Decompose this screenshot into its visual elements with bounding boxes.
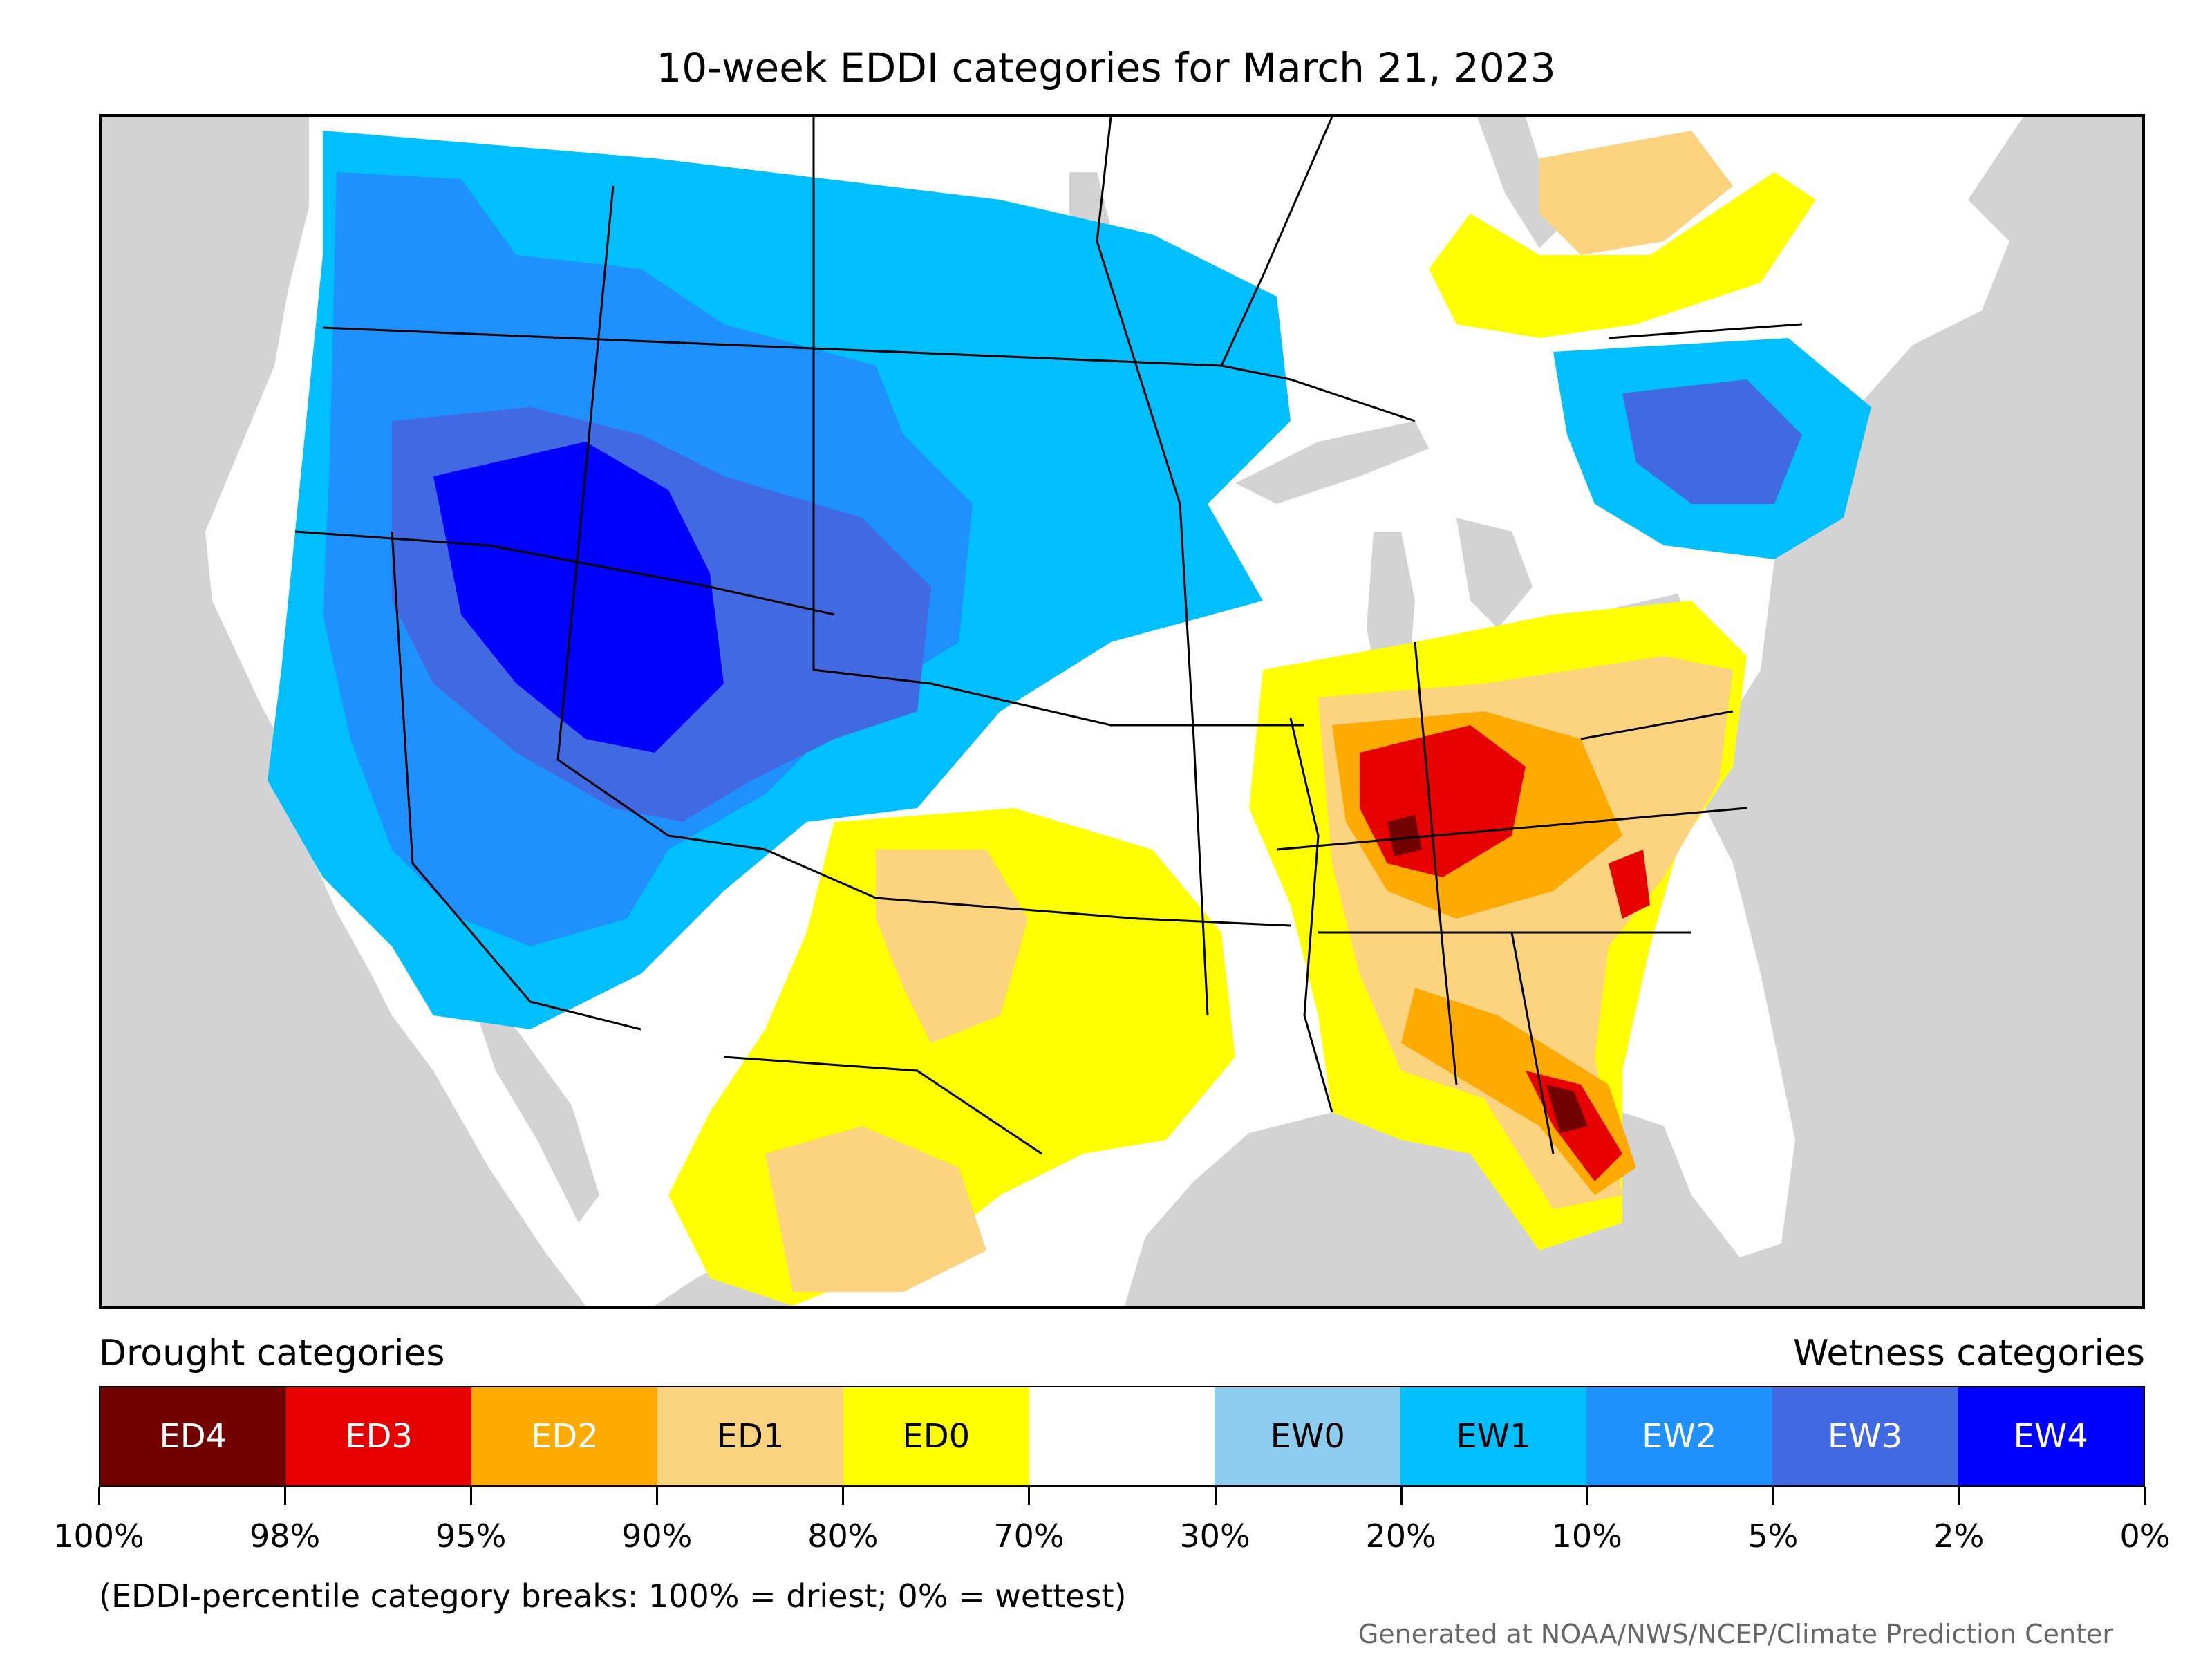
map-title: 10-week EDDI categories for March 21, 20… [656, 44, 1556, 91]
drought-region-florida-ed4 [1546, 1085, 1588, 1133]
colorbar-tick [1214, 1487, 1217, 1505]
colorbar-tick-label: 98% [249, 1517, 321, 1555]
colorbar-tick-label: 0% [2119, 1517, 2171, 1555]
gulf-of-california [468, 988, 599, 1223]
legend-swatch-ew3: EW3 [1772, 1387, 1958, 1485]
legend-swatch-neutral [1029, 1387, 1215, 1485]
colorbar-tick-label: 2% [1933, 1517, 1985, 1555]
credit-line: Generated at NOAA/NWS/NCEP/Climate Predi… [1358, 1619, 2113, 1649]
legend-swatch-ed0: ED0 [843, 1387, 1029, 1485]
legend-swatch-ew2: EW2 [1586, 1387, 1772, 1485]
lake-superior [1235, 421, 1429, 504]
legend-swatch-ew0: EW0 [1215, 1387, 1401, 1485]
colorbar-tick [2144, 1487, 2146, 1505]
drought-region-south-tx-ed1 [765, 1126, 986, 1292]
colorbar-tick [656, 1487, 659, 1505]
legend-swatch-ew1: EW1 [1400, 1387, 1586, 1485]
hudson-bay-inlet [1477, 117, 1560, 248]
legend-swatch-ed2: ED2 [471, 1387, 658, 1485]
colorbar-tick-label: 90% [621, 1517, 693, 1555]
drought-region-south-plains-ed1 [876, 850, 1028, 1043]
legend-swatch-ed1: ED1 [657, 1387, 843, 1485]
colorbar-tick [1400, 1487, 1403, 1505]
colorbar-tick [842, 1487, 845, 1505]
wetness-region-northeast-core [1622, 379, 1802, 504]
colorbar-tick-label: 20% [1365, 1517, 1436, 1555]
colorbar-tick [1028, 1487, 1031, 1505]
drought-categories-heading: Drought categories [99, 1333, 445, 1374]
wetness-region-west-ew4 [433, 442, 724, 753]
colorbar-tick-label: 95% [435, 1517, 507, 1555]
legend-swatch-ed4: ED4 [100, 1387, 286, 1485]
drought-region-carolina-ed3 [1609, 850, 1650, 919]
legend-swatch-ed3: ED3 [285, 1387, 472, 1485]
drought-region-quebec-ed0 [1429, 172, 1816, 338]
drought-region-quebec-ed1 [1539, 131, 1733, 255]
wetness-categories-heading: Wetness categories [1793, 1333, 2145, 1374]
colorbar-tick [1772, 1487, 1774, 1505]
colorbar-tick [284, 1487, 287, 1505]
colorbar-tick-label: 70% [993, 1517, 1065, 1555]
colorbar-tick [1958, 1487, 1960, 1505]
legend-swatch-ew4: EW4 [1958, 1387, 2144, 1485]
colorbar-tick-label: 5% [1747, 1517, 1799, 1555]
category-breaks-note: (EDDI-percentile category breaks: 100% =… [99, 1577, 1127, 1615]
colorbar-tick-label: 100% [53, 1517, 144, 1555]
eddi-map [99, 114, 2145, 1309]
category-colorbar: ED4 ED3 ED2 ED1 ED0 EW0 EW1 EW2 EW3 EW4 [99, 1386, 2145, 1487]
colorbar-tick [470, 1487, 473, 1505]
colorbar-ticks [98, 1487, 2146, 1508]
colorbar-tick [98, 1487, 100, 1505]
map-canvas [102, 117, 2142, 1306]
political-boundaries [294, 117, 1803, 1155]
colorbar-tick [1586, 1487, 1588, 1505]
colorbar-tick-label: 10% [1551, 1517, 1622, 1555]
colorbar-tick-label: 30% [1179, 1517, 1250, 1555]
lake-huron [1456, 518, 1533, 628]
colorbar-tick-label: 80% [807, 1517, 879, 1555]
drought-region-ohio-ed4 [1387, 815, 1422, 856]
